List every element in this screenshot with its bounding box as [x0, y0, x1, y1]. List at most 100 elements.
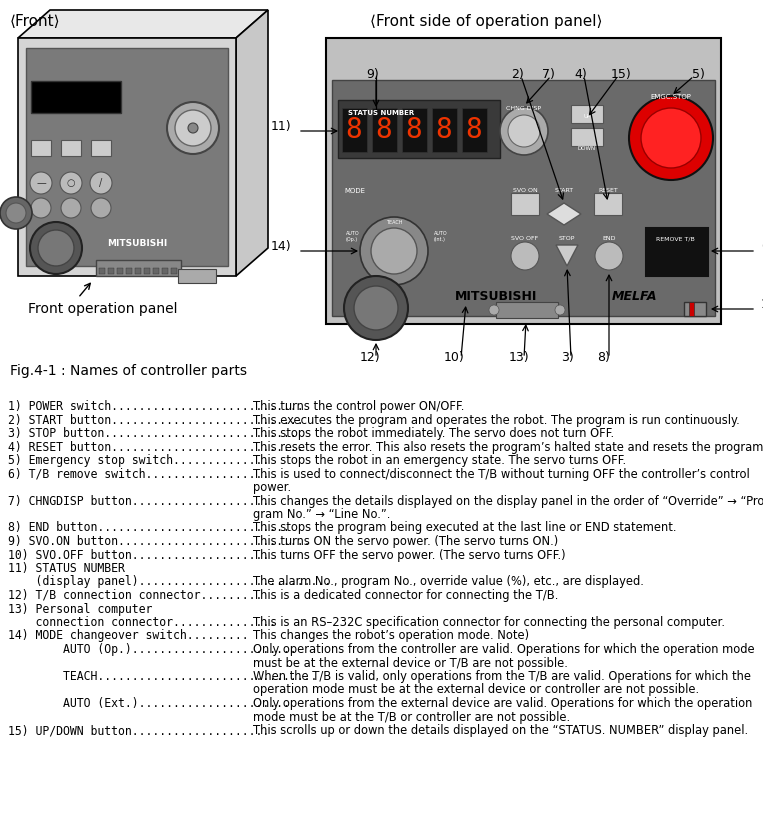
Polygon shape — [556, 245, 578, 266]
Bar — [96, 260, 181, 276]
Bar — [144, 268, 150, 274]
Text: 12): 12) — [359, 351, 380, 364]
Text: 2) START button............................: 2) START button.........................… — [8, 413, 304, 426]
Text: connection connector...............: connection connector............... — [8, 616, 276, 629]
Text: 8) END button............................: 8) END button...........................… — [8, 521, 290, 535]
Bar — [171, 268, 177, 274]
Text: 15): 15) — [610, 68, 631, 81]
Text: 8: 8 — [406, 116, 423, 144]
Text: RESET: RESET — [598, 188, 618, 193]
Text: —: — — [36, 178, 46, 188]
Text: 7) CHNGDISP button....................: 7) CHNGDISP button.................... — [8, 495, 269, 507]
Text: This is a dedicated connector for connecting the T/B.: This is a dedicated connector for connec… — [253, 589, 559, 602]
Circle shape — [188, 123, 198, 133]
Text: 6) T/B remove switch..................: 6) T/B remove switch.................. — [8, 467, 269, 481]
Bar — [462, 108, 487, 152]
Text: ○: ○ — [66, 178, 76, 188]
Text: Only operations from the external device are valid. Operations for which the ope: Only operations from the external device… — [253, 697, 752, 710]
Bar — [496, 302, 558, 318]
Bar — [108, 268, 114, 274]
Bar — [511, 193, 539, 215]
Text: This resets the error. This also resets the program’s halted state and resets th: This resets the error. This also resets … — [253, 441, 763, 453]
Text: MITSUBISHI: MITSUBISHI — [107, 238, 167, 247]
Text: This is an RS–232C specification connector for connecting the personal computer.: This is an RS–232C specification connect… — [253, 616, 725, 629]
Text: STOP: STOP — [559, 236, 575, 241]
Bar — [18, 38, 236, 276]
Text: This turns ON the servo power. (The servo turns ON.): This turns ON the servo power. (The serv… — [253, 535, 559, 548]
Text: CHNG DISP: CHNG DISP — [507, 106, 542, 111]
Circle shape — [31, 198, 51, 218]
Text: 4): 4) — [575, 68, 588, 81]
Bar — [342, 108, 367, 152]
Circle shape — [30, 222, 82, 274]
Text: This turns the control power ON/OFF.: This turns the control power ON/OFF. — [253, 400, 465, 413]
Circle shape — [511, 242, 539, 270]
Text: 3): 3) — [561, 351, 573, 364]
Text: Fig.4-1 : Names of controller parts: Fig.4-1 : Names of controller parts — [10, 364, 247, 378]
Text: 5) Emergency stop switch..............: 5) Emergency stop switch.............. — [8, 454, 269, 467]
Text: 8: 8 — [346, 116, 362, 144]
Text: 2): 2) — [512, 68, 524, 81]
Bar — [571, 105, 603, 123]
Bar — [402, 108, 427, 152]
Text: 8: 8 — [375, 116, 392, 144]
Text: This turns OFF the servo power. (The servo turns OFF.): This turns OFF the servo power. (The ser… — [253, 548, 565, 561]
Text: This scrolls up or down the details displayed on the “STATUS. NUMBER” display pa: This scrolls up or down the details disp… — [253, 724, 749, 737]
Text: power.: power. — [253, 481, 291, 494]
Text: operation mode must be at the external device or controller are not possible.: operation mode must be at the external d… — [253, 684, 699, 696]
Circle shape — [555, 305, 565, 315]
Bar — [117, 268, 123, 274]
Circle shape — [90, 172, 112, 194]
Text: 14): 14) — [270, 240, 291, 252]
Text: (display panel)............................: (display panel).........................… — [8, 576, 331, 588]
Text: AUTO (Ext.)......................: AUTO (Ext.)...................... — [8, 697, 290, 710]
Circle shape — [595, 242, 623, 270]
Bar — [135, 268, 141, 274]
Text: START: START — [555, 188, 574, 193]
Bar — [61, 140, 81, 156]
Text: Front operation panel: Front operation panel — [28, 302, 178, 316]
Circle shape — [6, 203, 26, 223]
Text: 15) UP/DOWN button....................: 15) UP/DOWN button.................... — [8, 724, 269, 737]
Text: AUTO (Op.)........................: AUTO (Op.)........................ — [8, 643, 297, 656]
Text: 9): 9) — [367, 68, 379, 81]
Polygon shape — [18, 10, 268, 38]
Bar — [594, 193, 622, 215]
Bar — [332, 80, 715, 316]
Circle shape — [60, 172, 82, 194]
Bar — [372, 108, 397, 152]
Text: This is used to connect/disconnect the T/B without turning OFF the controller’s : This is used to connect/disconnect the T… — [253, 467, 750, 481]
Text: 1): 1) — [761, 297, 763, 311]
Circle shape — [175, 110, 211, 146]
Polygon shape — [236, 10, 268, 276]
Text: 8): 8) — [597, 351, 610, 364]
Bar — [689, 302, 694, 316]
Text: MODE: MODE — [344, 188, 365, 194]
Text: 6): 6) — [761, 240, 763, 252]
Text: This changes the robot’s operation mode. Note): This changes the robot’s operation mode.… — [253, 630, 529, 642]
Text: 11): 11) — [270, 119, 291, 132]
Text: AUTO
(Int.): AUTO (Int.) — [434, 231, 448, 242]
Text: mode must be at the T/B or controller are not possible.: mode must be at the T/B or controller ar… — [253, 711, 570, 724]
Bar — [338, 100, 500, 158]
Text: 13): 13) — [509, 351, 530, 364]
Text: 11) STATUS NUMBER: 11) STATUS NUMBER — [8, 562, 125, 575]
Bar — [31, 140, 51, 156]
Bar — [571, 128, 603, 146]
Circle shape — [91, 198, 111, 218]
Text: /: / — [99, 178, 103, 188]
Text: This executes the program and operates the robot. The program is run continuousl: This executes the program and operates t… — [253, 413, 740, 426]
Circle shape — [61, 198, 81, 218]
Text: 7): 7) — [542, 68, 555, 81]
Circle shape — [489, 305, 499, 315]
Text: 9) SVO.ON button............................: 9) SVO.ON button........................… — [8, 535, 311, 548]
Circle shape — [38, 230, 74, 266]
Text: 8: 8 — [436, 116, 452, 144]
Bar — [646, 228, 708, 276]
Text: 13) Personal computer: 13) Personal computer — [8, 602, 153, 616]
Text: 10) SVO.OFF button....................: 10) SVO.OFF button.................... — [8, 548, 269, 561]
Text: 14) MODE changeover switch.........: 14) MODE changeover switch......... — [8, 630, 249, 642]
Text: MITSUBISHI: MITSUBISHI — [455, 290, 537, 303]
Text: 12) T/B connection connector.........: 12) T/B connection connector......... — [8, 589, 262, 602]
Text: ⟨Front side of operation panel⟩: ⟨Front side of operation panel⟩ — [370, 14, 603, 29]
